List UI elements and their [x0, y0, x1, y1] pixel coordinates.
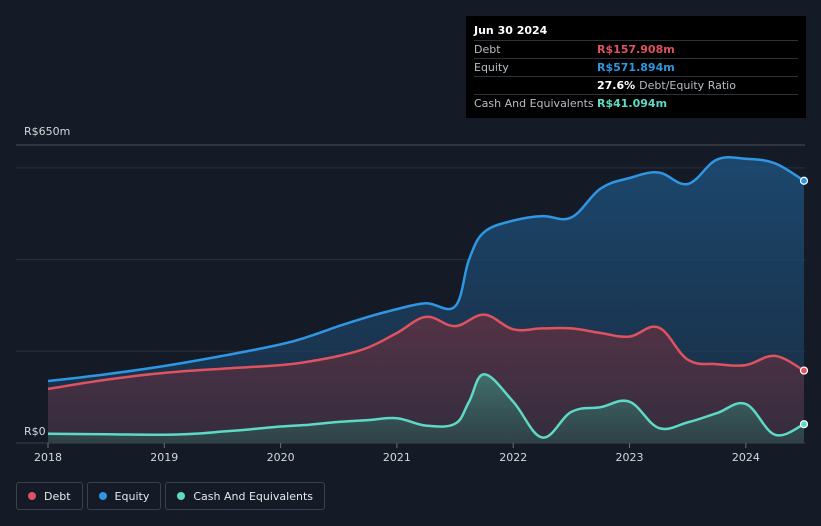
series-areas [48, 157, 804, 443]
debt-dot-icon [28, 492, 36, 500]
tooltip-debt-value: R$157.908m [597, 43, 675, 56]
tooltip-cash-label: Cash And Equivalents [474, 97, 594, 110]
tooltip-date: Jun 30 2024 [474, 24, 548, 37]
legend-item-cash[interactable]: Cash And Equivalents [165, 482, 325, 510]
data-tooltip: Jun 30 2024 Debt R$157.908m Equity R$571… [466, 16, 806, 118]
tooltip-equity-value: R$571.894m [597, 61, 675, 74]
x-tick-label: 2019 [150, 451, 178, 464]
tooltip-debt-label: Debt [474, 43, 501, 56]
cash-end-marker [799, 420, 809, 429]
cash-dot-icon [177, 492, 186, 500]
x-tick-label: 2021 [383, 451, 411, 464]
tooltip-row-ratio: 27.6% Debt/Equity Ratio [474, 76, 798, 94]
legend: Debt Equity Cash And Equivalents [16, 482, 329, 510]
cash-line [47, 372, 805, 439]
legend-item-equity[interactable]: Equity [86, 482, 162, 510]
x-tick-label: 2023 [616, 451, 644, 464]
tooltip-row-equity: Equity R$571.894m [474, 58, 798, 76]
debt-end-marker [799, 366, 809, 375]
tooltip-row-debt: Debt R$157.908m [474, 40, 798, 58]
x-tick-label: 2018 [34, 451, 62, 464]
equity-end-marker [799, 176, 809, 185]
x-tick-label: 2020 [267, 451, 295, 464]
cash-area [48, 374, 804, 443]
y-axis-bottom-label: R$0 [24, 425, 46, 438]
legend-item-debt[interactable]: Debt [16, 482, 83, 510]
x-tick-label: 2024 [732, 451, 760, 464]
equity-dot-icon [98, 492, 107, 500]
legend-debt-label: Debt [44, 489, 71, 503]
debt-line [47, 313, 805, 391]
x-axis: 2018 2019 2020 2021 2022 2023 2024 [34, 443, 760, 464]
series-lines [47, 155, 809, 439]
tooltip-ratio-value: 27.6% [597, 79, 636, 92]
legend-cash-label: Cash And Equivalents [193, 489, 313, 503]
tooltip-cash-value: R$41.094m [597, 97, 668, 110]
tooltip-equity-label: Equity [474, 61, 509, 74]
tooltip-ratio-label: Debt/Equity Ratio [639, 79, 736, 92]
equity-line [47, 155, 805, 383]
legend-equity-label: Equity [114, 489, 150, 503]
y-axis-top-label: R$650m [24, 125, 70, 138]
tooltip-ratio-spacer [474, 77, 597, 94]
x-tick-label: 2022 [499, 451, 527, 464]
tooltip-row-cash: Cash And Equivalents R$41.094m [474, 94, 798, 112]
